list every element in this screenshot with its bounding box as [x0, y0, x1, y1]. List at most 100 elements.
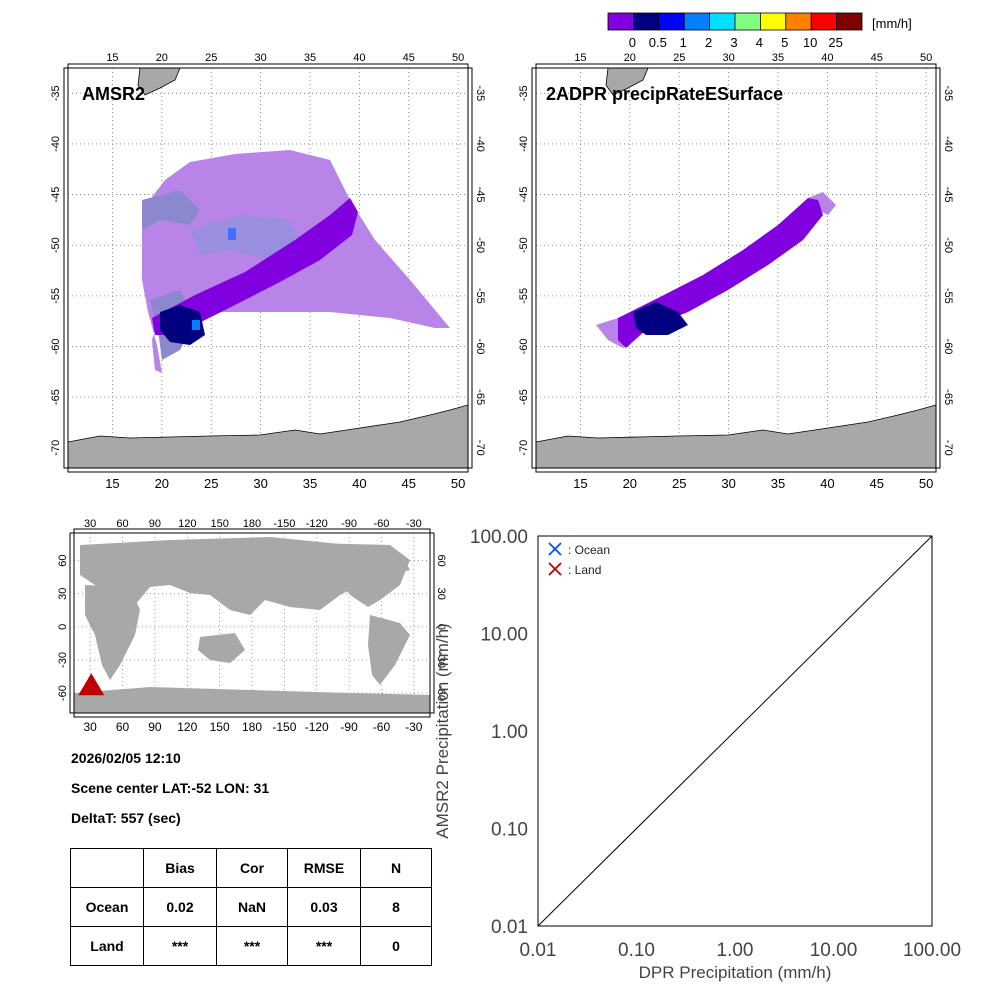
- lat-tick-label: -45: [50, 187, 62, 203]
- lon-tick-label: 50: [920, 52, 932, 64]
- x-axis-label: DPR Precipitation (mm/h): [639, 963, 832, 982]
- lon-tick-label: 150: [210, 518, 228, 530]
- lon-tick-label: -30: [405, 720, 423, 734]
- lon-tick-label: -90: [341, 518, 357, 530]
- lon-tick-label: -150: [272, 720, 296, 734]
- colorbar-box: [759, 12, 787, 31]
- scene-delta-t: DeltaT: 557 (sec): [71, 810, 181, 826]
- amsr2-precip-band: [152, 198, 358, 335]
- lat-tick-label: -60: [57, 685, 69, 701]
- amsr2-swath-gray-patches: [142, 190, 200, 230]
- lat-tick-label: 30: [435, 588, 447, 600]
- legend-label: : Ocean: [568, 543, 610, 557]
- lon-tick-label: 25: [204, 476, 218, 490]
- lat-tick-label: -65: [518, 389, 530, 405]
- lat-tick-label: -40: [518, 136, 530, 152]
- lon-tick-label: -150: [273, 518, 295, 530]
- stats-cell: 0: [360, 926, 432, 966]
- stats-cell: Ocean: [70, 887, 144, 927]
- map-amsr2-lon-ticks-bottom: 15 20 25 30 35 40 45 50: [105, 476, 465, 490]
- lon-tick-label: 20: [624, 52, 636, 64]
- y-tick-label: 1.00: [491, 722, 528, 743]
- lon-tick-label: 35: [772, 52, 784, 64]
- lat-tick-label: -65: [50, 389, 62, 405]
- lat-tick-label: -65: [474, 389, 486, 405]
- colorbar-label: 3: [730, 35, 737, 50]
- colorbar-label: 0: [629, 35, 636, 50]
- lon-tick-label: 35: [303, 476, 317, 490]
- lat-tick-label: -30: [57, 652, 69, 668]
- stats-table: Bias Cor RMSE N Ocean 0.02 NaN 0.03 8 La…: [70, 848, 432, 966]
- x-tick-label: 10.00: [810, 940, 858, 961]
- lat-tick-label: -60: [435, 685, 447, 701]
- y-axis-label: AMSR2 Precipitation (mm/h): [433, 623, 452, 838]
- lat-tick-label: -30: [435, 652, 447, 668]
- amsr2-precip-blue2: [192, 320, 200, 330]
- lat-tick-label: -55: [518, 288, 530, 304]
- lat-tick-label: -70: [942, 440, 954, 456]
- y-tick-labels: 0.01 0.10 1.00 10.00 100.00: [470, 527, 528, 938]
- lat-tick-label: -40: [50, 136, 62, 152]
- lon-tick-label: 50: [452, 52, 464, 64]
- lon-tick-label: 30: [253, 476, 267, 490]
- lat-tick-label: -40: [942, 136, 954, 152]
- lon-tick-label: 45: [402, 476, 416, 490]
- lat-tick-label: -70: [518, 440, 530, 456]
- lat-tick-label: -70: [474, 440, 486, 456]
- stats-cell: 0.02: [143, 887, 217, 927]
- lon-tick-label: 30: [722, 52, 734, 64]
- lon-tick-label: -120: [306, 518, 328, 530]
- map-amsr2-title: AMSR2: [82, 84, 145, 104]
- lon-tick-label: 50: [919, 476, 933, 490]
- x-tick-label: 1.00: [717, 940, 754, 961]
- lat-tick-label: -50: [474, 237, 486, 253]
- lon-tick-label: 45: [871, 52, 883, 64]
- globe-lat-ticks-right: 60 30 0 -30 -60: [435, 554, 447, 701]
- lat-tick-label: -65: [942, 389, 954, 405]
- lon-tick-label: 35: [771, 476, 785, 490]
- stats-cell: NaN: [216, 887, 288, 927]
- x-tick-labels: 0.01 0.10 1.00 10.00 100.00: [520, 940, 962, 961]
- y-tick-label: 0.10: [491, 820, 528, 841]
- scene-center: Scene center LAT:-52 LON: 31: [71, 780, 270, 796]
- scatter-plot-frame: [537, 535, 933, 927]
- colorbar-box: [607, 12, 634, 31]
- lon-tick-label: 40: [353, 52, 365, 64]
- scatter-legend: : Ocean: Land: [548, 542, 610, 577]
- map-dpr: 15 20 25 30 35 40 45 50 15 20 25 30 35 40 45 50 -35 -40…: [518, 52, 954, 490]
- amsr2-precip-blue: [228, 228, 236, 240]
- lon-tick-label: 15: [106, 52, 118, 64]
- stats-cell: ***: [143, 926, 217, 966]
- x-tick-label: 0.10: [618, 940, 655, 961]
- stats-row-land: Land *** *** *** 0: [70, 926, 432, 966]
- lat-tick-label: -40: [474, 136, 486, 152]
- stats-cell: ***: [216, 926, 288, 966]
- map-dpr-lat-ticks-right: -35 -40 -45 -50 -55 -60 -65 -70: [942, 85, 954, 455]
- lon-tick-label: 15: [573, 476, 587, 490]
- stats-header-row: Bias Cor RMSE N: [70, 848, 432, 888]
- scatter-plot: 0.01 0.10 1.00 10.00 100.00 0.01 0.10 1.00 10.0…: [433, 527, 962, 982]
- lon-tick-label: 25: [673, 52, 685, 64]
- lon-tick-label: 20: [623, 476, 637, 490]
- y-tick-label: 10.00: [480, 625, 528, 646]
- colorbar-box: [658, 12, 685, 31]
- map-amsr2: 15 20 25 30 35 40 45 50 15 20 25 30 35 40 45 50 -35 -40…: [50, 52, 486, 490]
- stats-header-n: N: [360, 848, 432, 888]
- lat-tick-label: -45: [474, 187, 486, 203]
- colorbar-boxes: [607, 12, 863, 31]
- map-amsr2-lat-ticks-right: -35 -40 -45 -50 -55 -60 -65 -70: [474, 85, 486, 455]
- lon-tick-label: 90: [148, 720, 162, 734]
- lon-tick-label: -30: [406, 518, 422, 530]
- lon-tick-label: 30: [721, 476, 735, 490]
- lat-tick-label: -35: [50, 85, 62, 101]
- y-tick-label: 0.01: [491, 917, 528, 938]
- scene-datetime: 2026/02/05 12:10: [71, 750, 181, 766]
- lon-tick-label: 30: [84, 518, 96, 530]
- colorbar-box: [810, 12, 837, 31]
- lat-tick-label: -35: [474, 85, 486, 101]
- colorbar-box: [709, 12, 736, 31]
- lon-tick-label: -60: [374, 518, 390, 530]
- lon-tick-label: 35: [304, 52, 316, 64]
- lat-tick-label: -35: [942, 85, 954, 101]
- lon-tick-label: 60: [116, 518, 128, 530]
